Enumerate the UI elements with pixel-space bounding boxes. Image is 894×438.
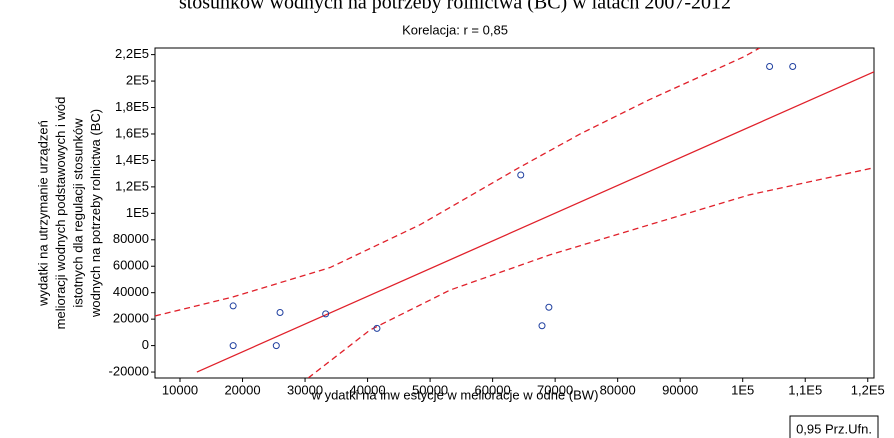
y-tick-label: 2,2E5 <box>115 46 149 61</box>
chart-title: stosunków wodnych na potrzeby rolnictwa … <box>179 0 731 14</box>
x-axis-label: w ydatki na inw estycje w melioracje w o… <box>311 387 599 402</box>
regression-line <box>196 71 874 373</box>
data-point <box>789 63 797 71</box>
y-axis-label: wydatki na utrzymanie urządzeń <box>35 120 50 307</box>
data-point <box>229 302 237 310</box>
plot-frame <box>154 47 875 379</box>
x-tick-label: 20000 <box>224 382 260 397</box>
legend-label: 0,95 Prz.Ufn. <box>796 421 872 436</box>
data-point <box>538 322 546 330</box>
y-tick-label: 1E5 <box>126 205 149 220</box>
data-point <box>373 324 381 332</box>
data-point <box>272 342 280 350</box>
y-tick-label: 1,6E5 <box>115 125 149 140</box>
legend-box <box>789 415 879 438</box>
x-tick-label: 10000 <box>162 382 198 397</box>
y-tick-label: 80000 <box>113 231 149 246</box>
x-tick-label: 40000 <box>349 382 385 397</box>
y-axis-label: wodnych na potrzeby rolnictwa (BC) <box>88 109 103 318</box>
x-tick-label: 70000 <box>537 382 573 397</box>
data-point <box>766 63 774 71</box>
x-tick-label: 1,2E5 <box>851 382 885 397</box>
confidence-band <box>155 48 760 317</box>
y-tick-label: 60000 <box>113 258 149 273</box>
y-tick-label: 2E5 <box>126 73 149 88</box>
y-axis-label: melioracji wodnych podstawowych i wód <box>53 97 68 330</box>
y-tick-label: 1,8E5 <box>115 99 149 114</box>
y-tick-label: 1,4E5 <box>115 152 149 167</box>
data-point <box>322 310 330 318</box>
y-tick-label: 40000 <box>113 284 149 299</box>
y-tick-label: -20000 <box>109 363 149 378</box>
x-tick-label: 30000 <box>287 382 323 397</box>
x-tick-label: 60000 <box>475 382 511 397</box>
y-tick-label: 0 <box>142 337 149 352</box>
x-tick-label: 50000 <box>412 382 448 397</box>
x-tick-label: 1E5 <box>731 382 754 397</box>
confidence-band <box>307 167 874 378</box>
data-point <box>517 171 525 179</box>
data-point <box>229 342 237 350</box>
data-point <box>276 309 284 317</box>
x-tick-label: 80000 <box>600 382 636 397</box>
x-tick-label: 90000 <box>662 382 698 397</box>
y-tick-label: 20000 <box>113 311 149 326</box>
data-point <box>545 303 553 311</box>
y-axis-label: istotnych dla regulacji stosunków <box>70 118 85 308</box>
y-tick-label: 1,2E5 <box>115 178 149 193</box>
chart-subtitle: Korelacja: r = 0,85 <box>402 22 508 37</box>
x-tick-label: 1,1E5 <box>788 382 822 397</box>
